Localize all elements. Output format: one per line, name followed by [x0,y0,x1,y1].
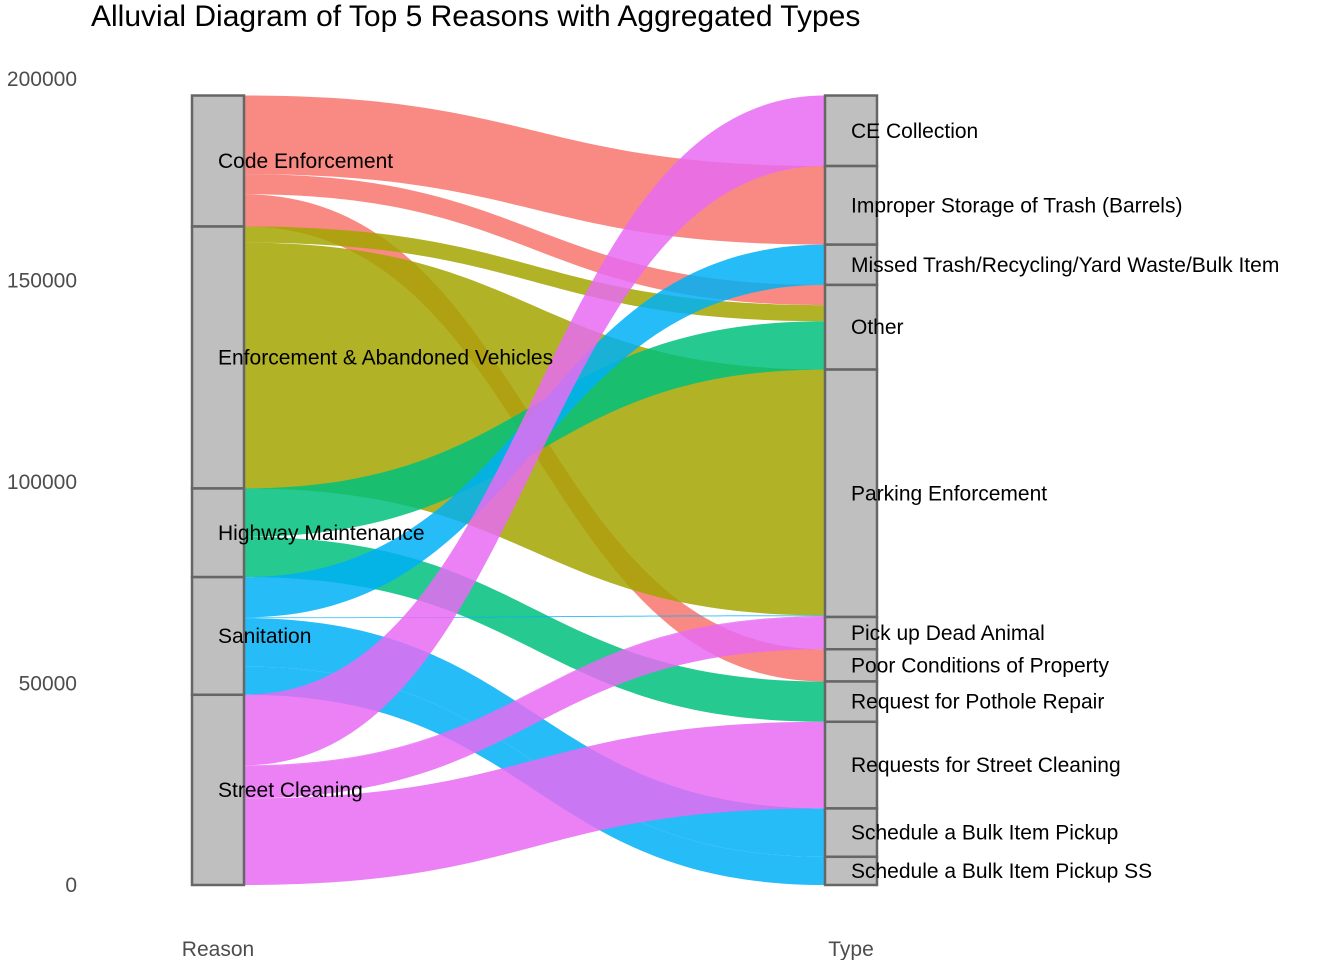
reason-stratum-highway-maintenance [190,487,246,579]
type-stratum-label: Other [851,316,904,339]
type-stratum-pick-up-dead-animal [823,615,879,651]
type-stratum-label: Schedule a Bulk Item Pickup SS [851,860,1152,883]
reason-stratum-label: Sanitation [218,625,311,648]
flow-code-enforcement-to-other [244,174,825,306]
strata: Code Enforcement Enforcement & Abandoned … [190,94,1279,887]
reason-stratum-street-cleaning [190,693,246,887]
axis-label-reason: Reason [182,938,254,960]
reason-stratum-label: Street Cleaning [218,779,363,802]
reason-stratum-label: Enforcement & Abandoned Vehicles [218,346,553,369]
y-axis-ticks: 0 50000 100000 150000 200000 [7,68,77,897]
type-stratum-label: CE Collection [851,120,978,143]
type-stratum-parking-enforcement [823,368,879,619]
y-tick-label: 150000 [7,270,77,293]
y-tick-label: 200000 [7,68,77,91]
type-stratum-schedule-a-bulk-item-pickup [823,807,879,859]
type-stratum-label: Poor Conditions of Property [851,654,1109,677]
flow-street-cleaning-to-parking-enforcement [244,616,825,767]
type-stratum-requests-for-street-cleaning [823,720,879,810]
y-tick-label: 50000 [19,673,77,696]
type-stratum-missed-trash-recycling-yard-waste-bulk-item [823,243,879,287]
reason-stratum-code-enforcement [190,94,246,228]
type-stratum-improper-storage-of-trash-barrels [823,164,879,246]
flow-street-cleaning-to-pick-up-dead-animal [244,617,825,799]
type-stratum-request-for-pothole-repair [823,680,879,724]
type-stratum-label: Schedule a Bulk Item Pickup [851,822,1118,845]
type-stratum-label: Request for Pothole Repair [851,691,1104,714]
type-stratum-label: Pick up Dead Animal [851,622,1045,645]
type-stratum-schedule-a-bulk-item-pickup-ss [823,855,879,887]
type-stratum-label: Parking Enforcement [851,482,1047,505]
flow-street-cleaning-to-requests-for-street-cleaning [244,721,825,885]
reason-stratum-label: Code Enforcement [218,150,393,173]
flow-highway-maintenance-to-request-for-pothole-repair [244,536,825,722]
type-stratum-label: Improper Storage of Trash (Barrels) [851,194,1182,217]
y-tick-label: 0 [65,874,77,897]
axis-label-type: Type [828,938,874,960]
reason-stratum-sanitation [190,575,246,697]
reason-stratum-enforcement-abandoned-vehicles [190,225,246,490]
type-stratum-label: Missed Trash/Recycling/Yard Waste/Bulk I… [851,254,1279,277]
type-stratum-label: Requests for Street Cleaning [851,754,1121,777]
chart-title: Alluvial Diagram of Top 5 Reasons with A… [91,0,860,33]
flow-street-cleaning-to-ce-collection [244,95,825,766]
reason-stratum-label: Highway Maintenance [218,522,425,545]
y-tick-label: 100000 [7,471,77,494]
flow-sanitation-to-parking-enforcement [244,615,825,619]
flows [244,95,825,885]
